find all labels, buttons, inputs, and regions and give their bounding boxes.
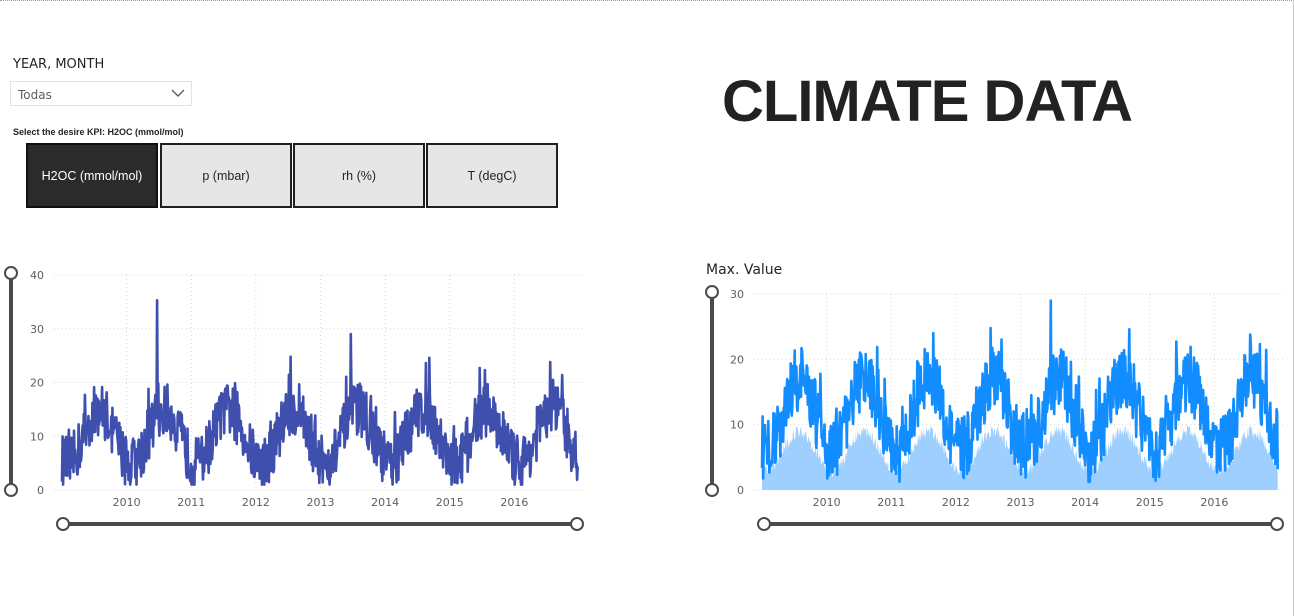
horizontal-zoom-handle-left[interactable] (56, 517, 70, 531)
dropdown-value: Todas (18, 88, 52, 102)
y-tick-label: 10 (30, 430, 44, 443)
x-tick-label: 2010 (113, 496, 141, 509)
x-tick-label: 2012 (942, 496, 970, 509)
y-tick-label: 30 (30, 323, 44, 336)
horizontal-zoom-handle-right[interactable] (1270, 517, 1284, 531)
vertical-zoom-handle-top[interactable] (705, 285, 719, 299)
x-tick-label: 2013 (307, 496, 335, 509)
kpi-button-temperature[interactable]: T (degC) (426, 143, 558, 208)
x-tick-label: 2012 (242, 496, 270, 509)
year-month-dropdown[interactable]: Todas (10, 81, 192, 106)
y-tick-label: 0 (737, 484, 744, 497)
x-tick-label: 2014 (371, 496, 399, 509)
kpi-button-h2oc[interactable]: H2OC (mmol/mol) (26, 143, 158, 208)
slicer-title: YEAR, MONTH (13, 57, 105, 72)
page-title: CLIMATE DATA (722, 69, 1133, 134)
kpi-button-pressure[interactable]: p (mbar) (160, 143, 292, 208)
y-tick-label: 20 (730, 353, 744, 366)
vertical-zoom-handle-bottom[interactable] (4, 483, 18, 497)
x-tick-label: 2013 (1007, 496, 1035, 509)
horizontal-zoom-handle-left[interactable] (757, 517, 771, 531)
x-tick-label: 2016 (1200, 496, 1228, 509)
right-chart-title: Max. Value (706, 262, 783, 278)
y-tick-label: 40 (30, 269, 44, 282)
x-tick-label: 2015 (436, 496, 464, 509)
top-dotted-border (0, 0, 1294, 1)
kpi-button-rh[interactable]: rh (%) (293, 143, 425, 208)
kpi-selector-label: Select the desire KPI: H2OC (mmol/mol) (13, 127, 184, 137)
line-series (760, 299, 1279, 484)
y-tick-label: 20 (30, 377, 44, 390)
area-series (762, 425, 1278, 490)
y-tick-label: 30 (730, 288, 744, 301)
vertical-zoom-handle-top[interactable] (4, 266, 18, 280)
y-tick-label: 10 (730, 419, 744, 432)
x-tick-label: 2016 (500, 496, 528, 509)
line-series (60, 299, 579, 486)
x-tick-label: 2010 (813, 496, 841, 509)
x-tick-label: 2015 (1136, 496, 1164, 509)
y-tick-label: 0 (37, 484, 44, 497)
horizontal-zoom-handle-right[interactable] (570, 517, 584, 531)
x-tick-label: 2011 (177, 496, 205, 509)
x-tick-label: 2011 (877, 496, 905, 509)
chevron-down-icon (171, 89, 185, 97)
x-tick-label: 2014 (1071, 496, 1099, 509)
vertical-zoom-handle-bottom[interactable] (705, 483, 719, 497)
